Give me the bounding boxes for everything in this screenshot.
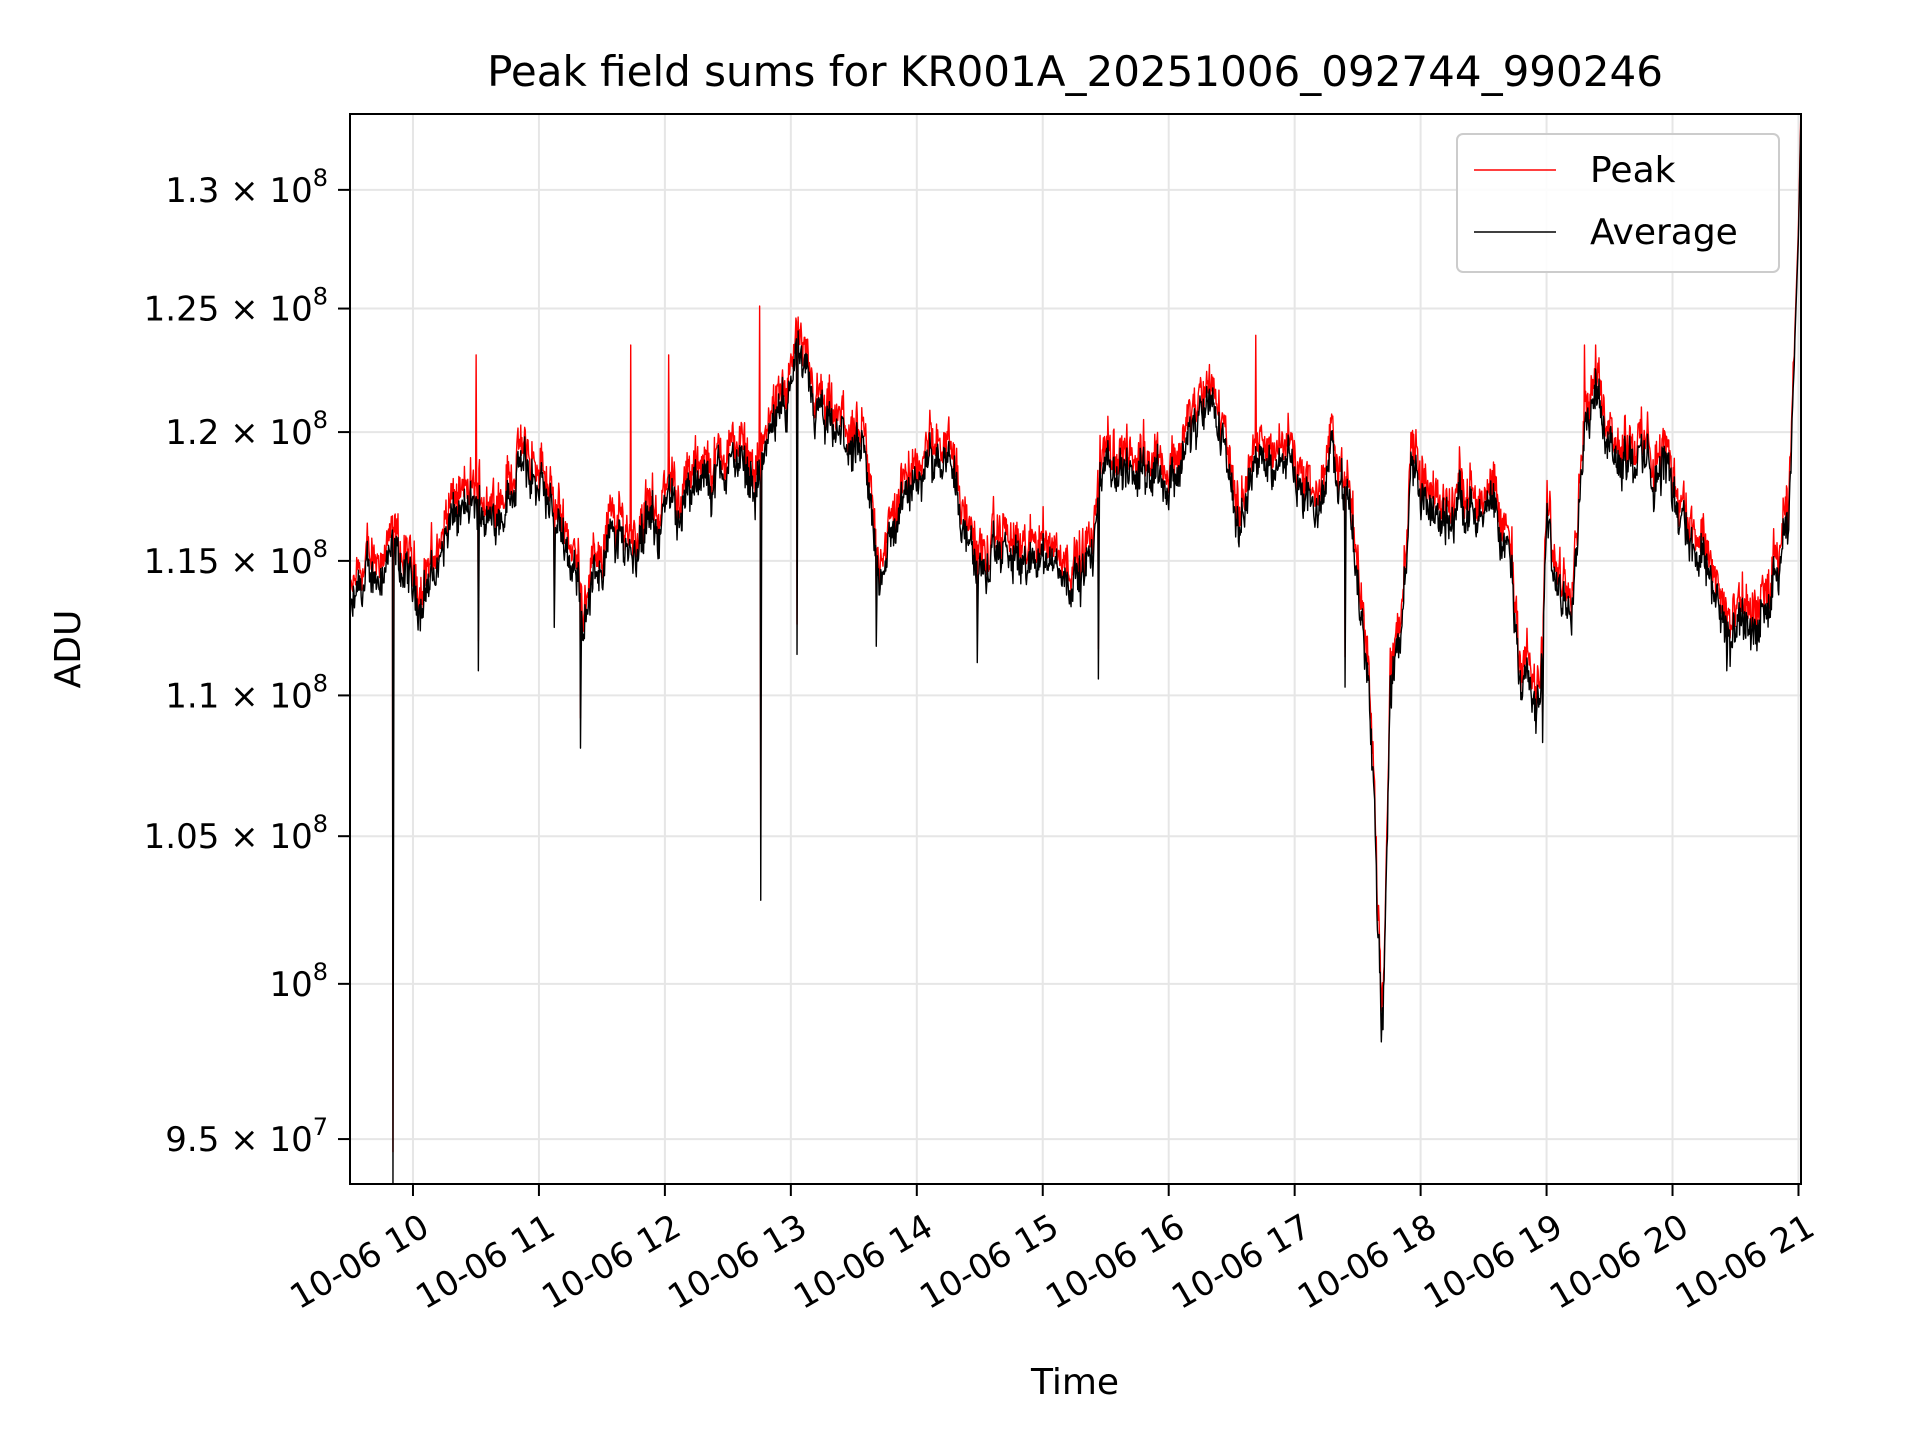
legend-label-average: Average bbox=[1590, 212, 1738, 253]
x-axis-title: Time bbox=[1030, 1362, 1119, 1403]
y-tick-label: 1.05 × 108 bbox=[144, 810, 328, 857]
y-tick-label: 1.3 × 108 bbox=[165, 164, 328, 211]
y-tick-label: 1.25 × 108 bbox=[144, 283, 328, 330]
legend-box bbox=[1456, 133, 1780, 273]
y-tick-label: 1.15 × 108 bbox=[144, 535, 328, 582]
legend-label-peak: Peak bbox=[1590, 150, 1676, 191]
plot-frame bbox=[349, 113, 1802, 1185]
y-tick-label: 108 bbox=[269, 958, 328, 1005]
y-axis-title: ADU bbox=[48, 610, 89, 689]
y-tick-label: 1.2 × 108 bbox=[165, 406, 328, 453]
plot-area bbox=[350, 114, 1801, 1184]
series-line-average bbox=[350, 114, 1801, 1184]
legend: Peak Average bbox=[1456, 133, 1780, 273]
y-tick-label: 1.1 × 108 bbox=[165, 669, 328, 716]
y-tick-label: 9.5 × 107 bbox=[165, 1113, 328, 1160]
y-axis: 9.5 × 107 108 1.05 × 108 1.1 × 108 1.15 × 10… bbox=[144, 164, 350, 1160]
chart-title: Peak field sums for KR001A_20251006_0927… bbox=[487, 47, 1663, 96]
